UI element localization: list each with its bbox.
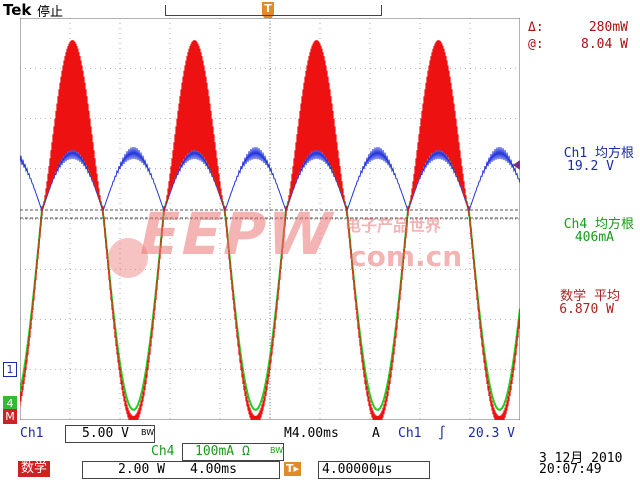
math-scale: 2.00 W <box>118 462 165 477</box>
measurement-2-label: Ch4 均方根 <box>563 217 634 232</box>
math-label[interactable]: 数学 <box>18 461 51 477</box>
measurement-3-label: 数学 平均 <box>560 289 620 304</box>
acquisition-status: 停止 <box>37 5 64 20</box>
ch1-ground-marker[interactable]: 1 <box>3 362 17 377</box>
horizontal-position-icon: T▸ <box>284 462 302 476</box>
date: 3 12月 2010 <box>539 451 623 466</box>
measurement-1-value: 19.2 V <box>567 159 614 174</box>
ch2-level-marker-icon[interactable] <box>513 160 520 170</box>
watermark-cn-text: 电子产品世界 <box>345 216 442 235</box>
horizontal-position-value: 4.00000µs <box>322 462 393 477</box>
measurement-3-value: 6.870 W <box>559 302 614 317</box>
trigger-position-marker-top[interactable]: T <box>262 2 274 15</box>
ch1-scale-box[interactable] <box>65 425 155 443</box>
math-ground-marker[interactable]: M <box>3 409 17 424</box>
ch1-scale: 5.00 V <box>82 426 129 441</box>
math-time: 4.00ms <box>190 462 237 477</box>
trigger-mode: A <box>372 426 380 441</box>
ch4-label[interactable]: Ch4 <box>151 444 175 459</box>
cursor-at-label: @: <box>528 37 544 52</box>
timebase[interactable]: M4.00ms <box>284 426 339 441</box>
watermark-seal-icon <box>108 238 148 278</box>
trigger-source[interactable]: Ch1 <box>398 426 422 441</box>
brand-logo: Tek <box>3 1 32 19</box>
cursor-delta-value: 280mW <box>588 20 628 35</box>
measurement-2-value: 406mA <box>574 230 614 245</box>
ch1-bandwidth-icon: BW <box>141 428 155 437</box>
ch4-bandwidth-icon: BW <box>270 446 284 455</box>
cursor-delta-label: Δ: <box>528 20 544 35</box>
waveform-graticule <box>20 18 520 420</box>
ch4-scale-box[interactable] <box>182 443 284 461</box>
watermark-url: com.cn <box>350 240 463 273</box>
watermark-logo: EEPW <box>132 200 341 268</box>
trigger-slope-icon: ∫ <box>438 426 446 441</box>
cursor-at-value: 8.04 W <box>581 37 628 52</box>
ch1-label[interactable]: Ch1 <box>20 426 44 441</box>
horizontal-position-box[interactable] <box>318 461 430 479</box>
record-view-bar <box>165 5 382 16</box>
trigger-level[interactable]: 20.3 V <box>468 426 515 441</box>
ch4-scale: 100mA Ω <box>195 444 250 459</box>
time: 20:07:49 <box>539 462 602 477</box>
math-scale-box[interactable] <box>82 461 280 479</box>
measurement-1-label: Ch1 均方根 <box>563 146 634 161</box>
math-power-trace <box>20 149 520 420</box>
